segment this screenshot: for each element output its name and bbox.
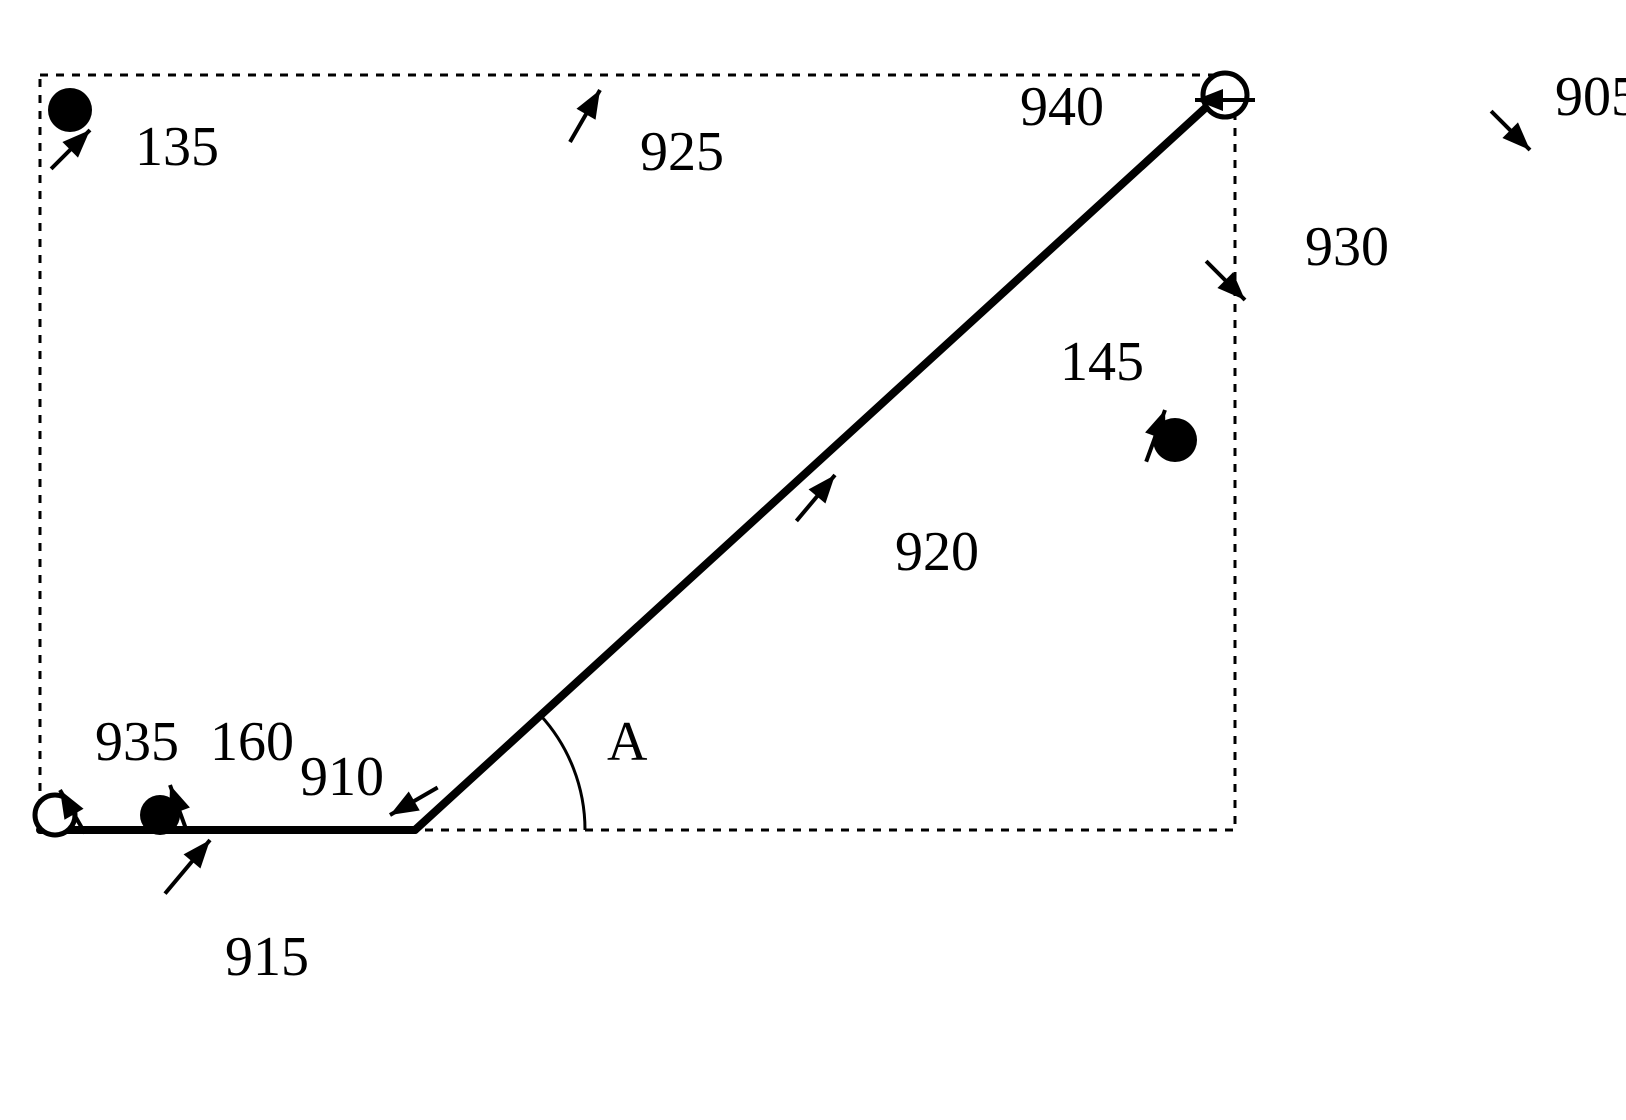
arrow-label-925: 925 <box>640 121 724 183</box>
angle-arc <box>540 715 585 830</box>
arrow-label-905: 905 <box>1555 66 1626 128</box>
arrow-label-930: 930 <box>1305 216 1389 278</box>
arrow-label-915: 915 <box>225 926 309 988</box>
arrow-label-160c: 160 <box>210 711 294 773</box>
line-920 <box>415 90 1225 830</box>
diagram-svg: A 135 925 940 905 930 145 920 935 160910 915 <box>0 0 1626 1120</box>
arrow-head-925 <box>576 90 600 120</box>
arrow-head-160c <box>169 785 190 815</box>
arrow-label-940: 940 <box>1020 76 1104 138</box>
arrow-label-910: 910 <box>300 746 384 808</box>
arrow-label-135: 135 <box>135 116 219 178</box>
node-135 <box>48 88 92 132</box>
arrow-head-145 <box>1145 410 1166 440</box>
arrow-label-145: 145 <box>1060 331 1144 393</box>
angle-label: A <box>607 711 648 773</box>
arrow-label-935c: 935 <box>95 711 179 773</box>
arrow-head-910 <box>390 791 420 815</box>
arrow-label-920: 920 <box>895 521 979 583</box>
